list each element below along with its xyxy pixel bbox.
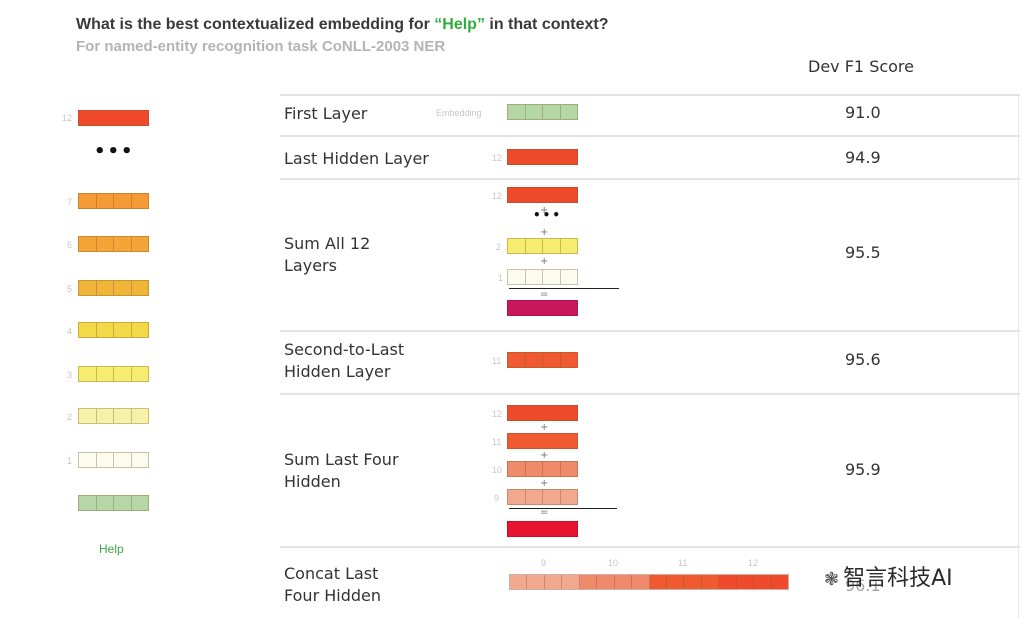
- plus-sign: +: [540, 205, 549, 216]
- row-label-line: Hidden Layer: [284, 362, 391, 381]
- page-title: What is the best contextualized embeddin…: [76, 16, 609, 33]
- row-divider: [280, 393, 1020, 395]
- layer-label: 3: [67, 370, 73, 380]
- layer-label: 6: [67, 240, 73, 250]
- sum-line: [509, 288, 619, 289]
- embedding-vector: [507, 104, 578, 120]
- layer-5-vector: [78, 280, 149, 296]
- layer-label: 12: [62, 113, 73, 123]
- layer-2-vector: [507, 238, 578, 254]
- layer-3-vector: [78, 366, 149, 382]
- concat-label: 11: [678, 558, 688, 568]
- layer-label: 2: [67, 412, 73, 422]
- score-first-layer: 91.0: [845, 103, 881, 122]
- layer-12-vector: [507, 149, 578, 165]
- row-label-first-layer: First Layer: [284, 104, 368, 123]
- row-divider: [280, 546, 1020, 548]
- plus-sign: +: [540, 478, 549, 489]
- row-divider: [280, 135, 1020, 137]
- layer-10-vector: [507, 461, 578, 477]
- layer-label: 11: [492, 437, 502, 447]
- layer-label: 1: [67, 456, 73, 466]
- layer-1-vector: [78, 452, 149, 468]
- layer-label: 5: [67, 284, 73, 294]
- embedding-vector: [78, 495, 149, 511]
- concat-vector: [509, 574, 789, 590]
- ellipsis-dots: •••: [94, 141, 135, 162]
- score-column-header: Dev F1 Score: [808, 57, 914, 76]
- layer-label: 12: [492, 153, 503, 163]
- layer-11-vector: [507, 433, 578, 449]
- layer-2-vector: [78, 408, 149, 424]
- concat-label: 9: [541, 558, 547, 568]
- sum-four-result-vector: [507, 521, 578, 537]
- plus-sign: +: [540, 227, 549, 238]
- row-label-sum-last-four: Sum Last Four Hidden: [284, 449, 399, 493]
- sum-all-result-vector: [507, 300, 578, 316]
- watermark-text: 智言科技AI: [843, 566, 953, 591]
- row-divider: [280, 330, 1020, 332]
- layer-label: 12: [492, 191, 503, 201]
- score-last-hidden-layer: 94.9: [845, 148, 881, 167]
- layer-12-vector: [507, 187, 578, 203]
- help-token-label: Help: [99, 542, 124, 556]
- layer-label: 9: [494, 493, 500, 503]
- row-label-line: Four Hidden: [284, 586, 381, 605]
- row-label-sum-all-12: Sum All 12 Layers: [284, 233, 370, 277]
- layer-12-vector: [507, 405, 578, 421]
- equals-sign: =: [540, 507, 549, 518]
- layer-1-vector: [507, 269, 578, 285]
- layer-12-vector: [78, 110, 149, 126]
- embedding-label: Embedding: [436, 108, 482, 118]
- score-sum-all-12: 95.5: [845, 243, 881, 262]
- plus-sign: +: [540, 450, 549, 461]
- score-sum-last-four: 95.9: [845, 460, 881, 479]
- equals-sign: =: [540, 289, 549, 300]
- layer-label: 11: [492, 356, 502, 366]
- page-subtitle: For named-entity recognition task CoNLL-…: [76, 38, 446, 55]
- row-label-line: Sum All 12: [284, 234, 371, 253]
- layer-9-vector: [507, 489, 578, 505]
- layer-11-vector: [507, 352, 578, 368]
- plus-sign: +: [540, 256, 549, 267]
- layer-7-vector: [78, 193, 149, 209]
- concat-label: 10: [608, 558, 619, 568]
- layer-label: 7: [67, 197, 73, 207]
- row-divider: [280, 94, 1020, 96]
- row-label-line: Second-to-Last: [284, 340, 405, 359]
- row-label-last-hidden-layer: Last Hidden Layer: [284, 149, 429, 168]
- row-label-line: Sum Last Four: [284, 450, 399, 469]
- watermark: ❃ 智言科技AI: [822, 560, 955, 592]
- row-divider: [280, 178, 1020, 180]
- ellipsis-dots: •••: [533, 208, 563, 222]
- row-label-second-to-last: Second-to-Last Hidden Layer: [284, 339, 404, 383]
- sum-line: [509, 508, 617, 509]
- row-label-line: Layers: [284, 256, 337, 275]
- table-right-border: [1018, 96, 1019, 618]
- layer-4-vector: [78, 322, 149, 338]
- layer-label: 1: [498, 273, 504, 283]
- row-label-concat-last-four: Concat Last Four Hidden: [284, 563, 381, 607]
- layer-6-vector: [78, 236, 149, 252]
- layer-label: 10: [492, 465, 503, 475]
- concat-label: 12: [748, 558, 759, 568]
- row-label-line: Hidden: [284, 472, 341, 491]
- layer-label: 4: [67, 326, 73, 336]
- layer-label: 12: [492, 409, 503, 419]
- layer-label: 2: [496, 242, 502, 252]
- row-label-line: Concat Last: [284, 564, 379, 583]
- wechat-icon: ❃: [824, 569, 840, 590]
- plus-sign: +: [540, 422, 549, 433]
- score-second-to-last: 95.6: [845, 350, 881, 369]
